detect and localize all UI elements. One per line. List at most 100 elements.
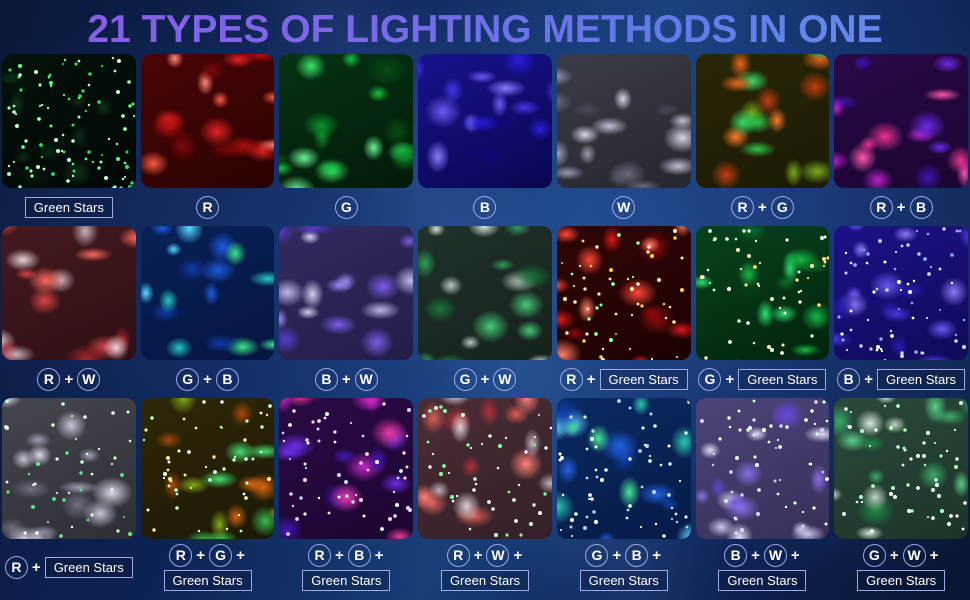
plus-sign: + <box>586 370 596 388</box>
label-line: B + W <box>314 367 378 391</box>
label-line: R + Green Stars <box>4 556 133 579</box>
tile-b-w <box>279 226 414 360</box>
letter-badge-r: R <box>559 367 583 391</box>
tile-w <box>556 54 691 188</box>
letter-badge-w: W <box>612 195 636 219</box>
plus-sign: + <box>513 547 523 564</box>
mode-label-w: W <box>557 188 691 226</box>
stars-overlay <box>418 398 420 400</box>
label-line: G + Green Stars <box>698 367 827 391</box>
mode-cell-g-green-stars: G + Green Stars <box>695 226 830 398</box>
mode-cell-r-green-stars: R + Green Stars <box>556 226 691 398</box>
plus-sign: + <box>374 547 384 564</box>
letter-badge-w: W <box>902 544 926 567</box>
mode-label-b: B <box>418 188 552 226</box>
mode-label-b-green-stars: B + Green Stars <box>834 360 968 398</box>
mode-label-r-w: R + W <box>2 360 136 398</box>
plus-sign: + <box>203 370 212 388</box>
label-line: Green Stars <box>163 570 252 591</box>
green-stars-box: Green Stars <box>579 570 668 591</box>
mode-cell-r-g-green-stars: R + G + Green Stars <box>140 398 275 596</box>
tile-g-w-green-stars <box>834 398 968 539</box>
plus-sign: + <box>341 370 351 388</box>
plus-sign: + <box>929 547 939 564</box>
mode-label-r: R <box>141 188 275 226</box>
mode-label-g: G <box>279 188 413 226</box>
mode-cell-g-b-green-stars: G + B + Green Stars <box>556 398 691 596</box>
green-stars-box: Green Stars <box>24 196 113 218</box>
tile-g-w <box>418 226 552 360</box>
tile-r-g-green-stars <box>140 398 275 539</box>
plus-sign: + <box>758 198 767 216</box>
letter-badge-b: B <box>724 544 748 567</box>
plus-sign: + <box>896 198 906 216</box>
stars-overlay <box>834 398 836 400</box>
plus-sign: + <box>725 370 735 388</box>
label-line: R + G <box>731 195 794 219</box>
label-line: G <box>334 195 358 219</box>
letter-badge-w: W <box>763 544 787 567</box>
tile-g <box>279 54 414 188</box>
letter-badge-b: B <box>909 195 933 219</box>
stars-overlay <box>2 398 4 400</box>
modes-row-2: R + W G + B B + W G + W R + Green Stars G + Green Stars B +… <box>2 226 968 398</box>
letter-badge-g: G <box>698 367 722 391</box>
modes-row-3: R + Green Stars R + G + Green Stars R + B + Green St… <box>2 398 968 596</box>
modes-row-1: Green Stars R G B W R + G R + B <box>2 54 968 226</box>
tile-r-b-green-stars <box>279 398 414 539</box>
mode-cell-b-w: B + W <box>279 226 414 398</box>
mode-label-g-b: G + B <box>141 360 275 398</box>
letter-badge-r: R <box>196 195 220 219</box>
label-line: B <box>473 195 497 219</box>
label-line: B + W + <box>724 544 801 567</box>
tile-r-w-green-stars <box>418 398 552 539</box>
label-line: R <box>196 195 220 219</box>
plus-sign: + <box>652 547 661 564</box>
plus-sign: + <box>889 547 899 564</box>
mode-cell-r-b: R + B <box>834 54 968 226</box>
stars-overlay <box>557 398 559 400</box>
mode-label-b-w-green-stars: B + W + Green Stars <box>696 539 830 596</box>
label-line: G + W + <box>862 544 940 567</box>
letter-badge-r: R <box>869 195 893 219</box>
page-title: 21 TYPES OF LIGHTING METHODS IN ONE <box>0 0 970 54</box>
tile-b-w-green-stars <box>695 398 830 539</box>
plus-sign: + <box>751 547 760 564</box>
mode-label-g-w-green-stars: G + W + Green Stars <box>834 539 968 596</box>
green-stars-box: Green Stars <box>440 570 530 591</box>
mode-cell-g-w-green-stars: G + W + Green Stars <box>834 398 968 596</box>
label-line: Green Stars <box>579 570 668 591</box>
green-stars-box: Green Stars <box>876 368 966 390</box>
mode-label-g-b-green-stars: G + B + Green Stars <box>557 539 691 596</box>
mode-cell-r-green-stars-row3: R + Green Stars <box>2 398 136 596</box>
letter-badge-b: B <box>473 195 497 219</box>
label-line: G + B <box>176 367 239 391</box>
label-line: G + B + <box>585 544 662 567</box>
mode-cell-r: R <box>140 54 275 226</box>
mode-cell-green-stars: Green Stars <box>2 54 136 226</box>
letter-badge-w: W <box>486 544 510 567</box>
stars-overlay <box>834 226 836 228</box>
mode-label-green-stars: Green Stars <box>2 188 136 226</box>
letter-badge-g: G <box>770 195 794 219</box>
letter-badge-w: W <box>493 367 517 391</box>
tile-b <box>418 54 552 188</box>
mode-label-r-b-green-stars: R + B + Green Stars <box>279 539 413 596</box>
green-stars-box: Green Stars <box>44 557 133 578</box>
letter-badge-g: G <box>176 367 200 391</box>
letter-badge-r: R <box>731 195 755 219</box>
plus-sign: + <box>473 547 483 564</box>
tile-g-b <box>140 226 275 360</box>
letter-badge-r: R <box>446 544 470 567</box>
tile-green-stars <box>2 54 136 188</box>
tile-r-g <box>695 54 830 188</box>
letter-badge-r: R <box>4 556 28 579</box>
tile-r <box>140 54 275 188</box>
mode-cell-b: B <box>418 54 552 226</box>
letter-badge-g: G <box>334 195 358 219</box>
letter-badge-b: B <box>347 544 371 567</box>
green-stars-box: Green Stars <box>857 570 946 591</box>
tile-g-b-green-stars <box>556 398 691 539</box>
letter-badge-r: R <box>37 367 61 391</box>
